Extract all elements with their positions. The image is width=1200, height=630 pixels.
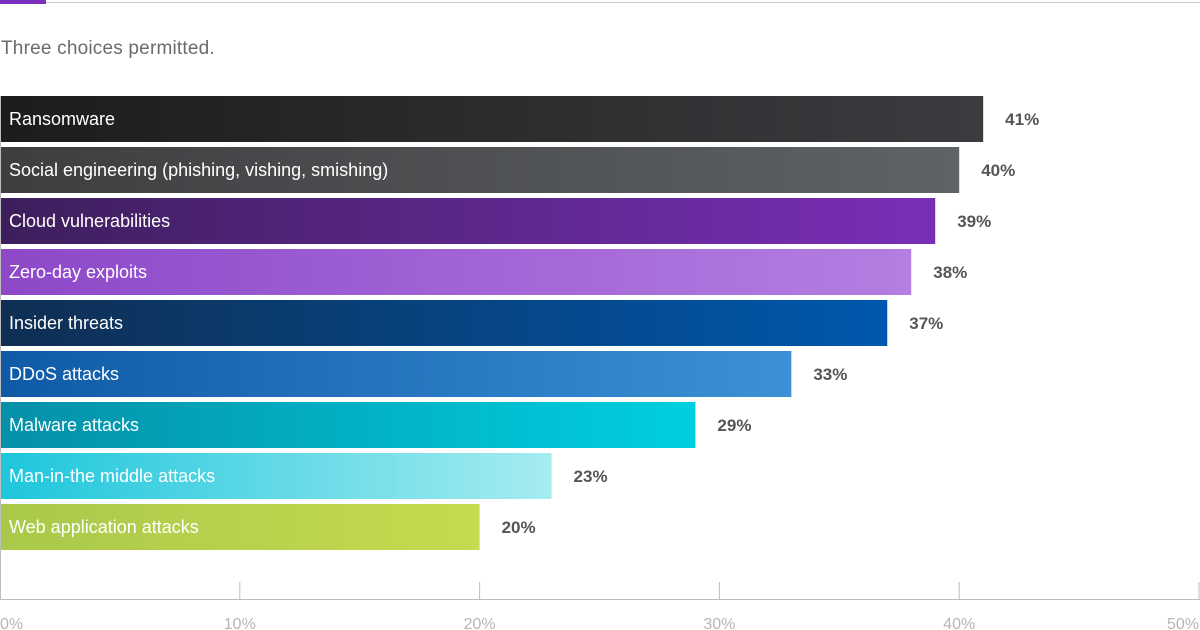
bar-category-label: Malware attacks: [9, 415, 139, 435]
bar-category-label: Web application attacks: [9, 517, 199, 537]
bar-value-label: 41%: [1005, 110, 1039, 129]
bar-category-label: Zero-day exploits: [9, 262, 147, 282]
bar-5: [0, 300, 888, 346]
x-tick-label: 0%: [0, 616, 23, 630]
bar-value-label: 37%: [909, 314, 943, 333]
bar-1: [0, 96, 984, 142]
bar-8: [0, 453, 552, 499]
x-tick-label: 50%: [1167, 616, 1199, 630]
bar-category-label: Cloud vulnerabilities: [9, 211, 170, 231]
bar-3: [0, 198, 936, 244]
bar-7: [0, 402, 696, 448]
bar-category-label: Social engineering (phishing, vishing, s…: [9, 160, 388, 180]
bar-category-label: Ransomware: [9, 109, 115, 129]
x-tick-label: 30%: [703, 616, 735, 630]
bar-2: [0, 147, 960, 193]
x-tick-label: 20%: [464, 616, 496, 630]
bars-group: Ransomware 41% Social engineering (phishin…: [0, 96, 1039, 550]
x-tick-label: 10%: [224, 616, 256, 630]
chart-subtitle: Three choices permitted.: [1, 38, 215, 59]
bar-4: [0, 249, 912, 295]
bar-category-label: DDoS attacks: [9, 364, 119, 384]
bar-9: [0, 504, 480, 550]
bar-6: [0, 351, 792, 397]
x-axis: 0% 10% 20% 30% 40% 50%: [0, 96, 1200, 630]
bar-value-label: 40%: [981, 161, 1015, 180]
bar-category-label: Man-in-the middle attacks: [9, 466, 215, 486]
bar-value-label: 23%: [574, 467, 608, 486]
bar-value-label: 39%: [957, 212, 991, 231]
bar-value-label: 20%: [502, 518, 536, 537]
bar-value-label: 33%: [813, 365, 847, 384]
top-rule: [0, 2, 1200, 3]
top-accent-bar: [0, 0, 46, 4]
x-tick-label: 40%: [943, 616, 975, 630]
bar-value-label: 29%: [717, 416, 751, 435]
bar-value-label: 38%: [933, 263, 967, 282]
bar-category-label: Insider threats: [9, 313, 123, 333]
